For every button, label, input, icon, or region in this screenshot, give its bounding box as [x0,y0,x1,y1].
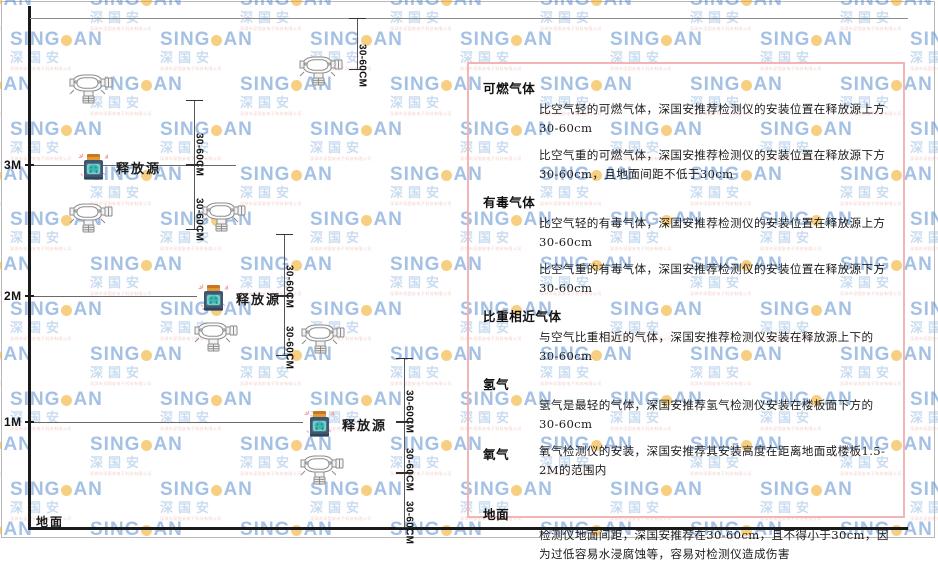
ground-label: 地面 [36,515,65,529]
detector-top-left [67,70,115,106]
info-section-title: 氢气 [483,377,510,392]
level-tick-2m [25,295,34,297]
info-section-title: 氧气 [483,447,510,462]
source-2m-icon [197,283,231,313]
info-paragraph: 氢气是最轻的气体，深国安推荐氢气检测仪安装在楼板面下方的30-60cm [539,398,874,431]
source-3m-label: 释放源 [116,162,162,177]
info-paragraph: 比空气重的有毒气体，深国安推荐检测仪的安装位置在释放源下方30-60cm [539,262,886,295]
source-3m-icon [77,152,111,182]
level-label-2m: 2M [4,289,22,303]
dimension-label: 30-60CM [403,447,415,491]
info-section-title: 比重相近气体 [483,309,562,324]
info-section-similar-density-gas: 比重相近气体与空气比重相近的气体，深国安推荐检测仪安装在释放源上下的30-60c… [483,306,893,366]
vertical-axis [28,6,31,530]
dimension-label: 30-60CM [356,44,368,88]
dimension-label: 30-60CM [403,390,415,434]
ground-axis [28,527,908,530]
info-section-ground: 地面检测仪地面间距，深国安推荐在30-60cm，且不得小于30cm，因为过低容易… [483,504,893,564]
info-paragraph: 氧气检测仪的安装，深国安推荐其安装高度在距离地面或楼板1.5-2M的范围内 [539,444,886,477]
source-2m-label: 释放源 [236,293,282,308]
info-section-body: 氧气检测仪的安装，深国安推荐其安装高度在距离地面或楼板1.5-2M的范围内 [539,442,893,488]
info-section-body: 检测仪地面间距，深国安推荐在30-60cm，且不得小于30cm，因为过低容易水浸… [539,526,893,564]
level-tick-3m [25,164,34,166]
level-label-3m: 3M [4,158,22,172]
dimension-label: 30-60CM [403,500,415,544]
level-tick-1m [25,421,34,423]
dimension-label: 30-60CM [193,132,205,176]
info-panel: 可燃气体 比空气轻的可燃气体，深国安推荐检测仪的安装位置在释放源上方30-60cm… [467,62,905,561]
dimension-label: 30-60CM [283,326,295,370]
info-section-toxic-gas: 有毒气体 比空气轻的有毒气体，深国安推荐检测仪的安装位置在释放源上方30-60cm… [483,192,893,298]
detector-below-2m-right [299,320,347,356]
info-paragraph: 比空气轻的可燃气体，深国安推荐检测仪的安装位置在释放源上方30-60cm [539,102,886,135]
info-paragraph: 检测仪地面间距，深国安推荐在30-60cm，且不得小于30cm，因为过低容易水浸… [539,528,889,561]
info-paragraph: 与空气比重相近的气体，深国安推荐检测仪安装在释放源上下的30-60cm [539,330,874,363]
level-line-1m [31,422,303,423]
info-section-title: 地面 [483,507,510,522]
detector-below-3m-left [67,199,115,235]
source-1m-label: 释放源 [342,419,388,434]
info-section-oxygen: 氧气 氧气检测仪的安装，深国安推荐其安装高度在距离地面或楼板1.5-2M的范围内 [483,442,893,488]
info-section-hydrogen: 氢气氢气是最轻的气体，深国安推荐氢气检测仪安装在楼板面下方的30-60cm [483,374,893,434]
info-section-body: 比空气轻的有毒气体，深国安推荐检测仪的安装位置在释放源上方30-60cm 比空气重… [539,214,893,298]
level-label-1m: 1M [4,415,22,429]
dimension-label: 30-60CM [283,265,295,309]
spacer [483,488,893,498]
ceiling-line [30,18,908,19]
level-line-2m [31,296,197,297]
detector-below-2m-left [192,318,240,354]
info-paragraph: 比空气重的可燃气体，深国安推荐检测仪的安装位置在释放源下方30-60cm，且地面… [539,148,886,181]
detector-below-1m [298,451,346,487]
info-section-title: 有毒气体 [483,195,536,210]
info-section-title: 可燃气体 [483,81,536,96]
detector-top-right [297,52,345,88]
info-section-body: 比空气轻的可燃气体，深国安推荐检测仪的安装位置在释放源上方30-60cm 比空气重… [539,100,893,184]
detector-below-3m-right [200,198,248,234]
info-paragraph: 比空气轻的有毒气体，深国安推荐检测仪的安装位置在释放源上方30-60cm [539,216,886,249]
info-section-body: 与空气比重相近的气体，深国安推荐检测仪安装在释放源上下的30-60cm [539,328,893,366]
info-section-combustible-gas: 可燃气体 比空气轻的可燃气体，深国安推荐检测仪的安装位置在释放源上方30-60cm… [483,78,893,184]
level-line-3m [31,165,236,166]
info-section-body: 氢气是最轻的气体，深国安推荐氢气检测仪安装在楼板面下方的30-60cm [539,396,893,434]
source-1m-icon [303,409,337,439]
